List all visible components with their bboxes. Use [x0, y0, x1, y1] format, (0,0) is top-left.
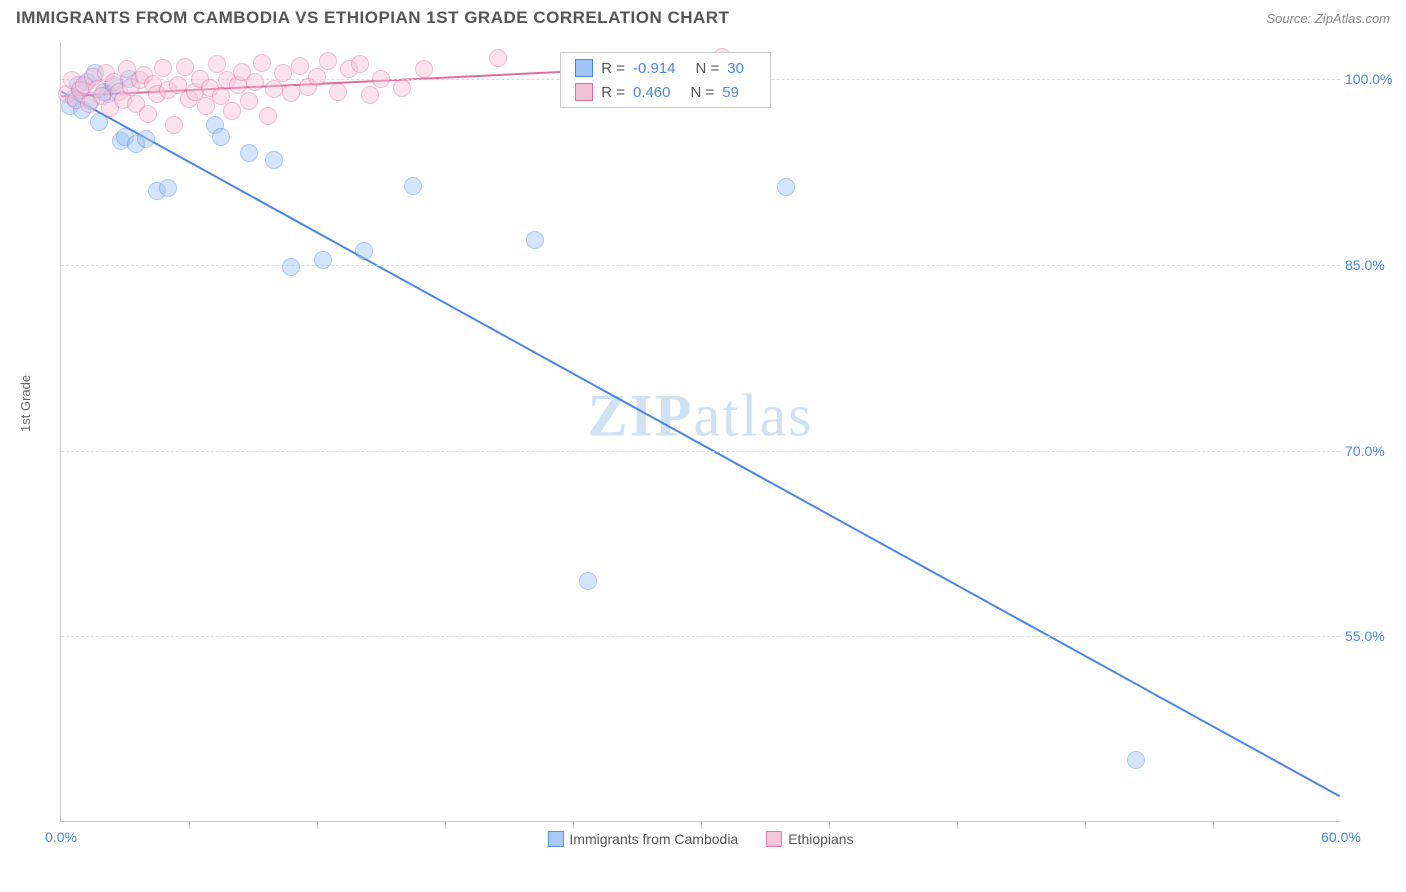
x-minor-tick [445, 821, 446, 829]
x-tick-label: 0.0% [45, 829, 77, 845]
legend-swatch-icon [547, 831, 563, 847]
scatter-marker [282, 84, 300, 102]
y-tick-label: 100.0% [1345, 71, 1400, 87]
stats-r-value: 0.460 [633, 84, 671, 101]
scatter-marker [393, 79, 411, 97]
scatter-marker [208, 55, 226, 73]
legend-swatch-icon [575, 83, 593, 101]
x-minor-tick [1213, 821, 1214, 829]
scatter-marker [240, 92, 258, 110]
y-axis-label: 1st Grade [18, 375, 33, 432]
x-minor-tick [957, 821, 958, 829]
y-gridline [61, 636, 1340, 637]
x-minor-tick [317, 821, 318, 829]
y-tick-label: 85.0% [1345, 257, 1400, 273]
x-minor-tick [1085, 821, 1086, 829]
y-tick-label: 70.0% [1345, 443, 1400, 459]
stats-r-label: R = [601, 60, 625, 77]
bottom-legend: Immigrants from Cambodia Ethiopians [547, 831, 853, 847]
y-gridline [61, 451, 1340, 452]
scatter-marker [404, 177, 422, 195]
scatter-marker [355, 242, 373, 260]
scatter-marker [489, 49, 507, 67]
scatter-marker [308, 68, 326, 86]
stats-box: R =-0.914N =30R =0.460N =59 [560, 52, 771, 108]
watermark: ZIPatlas [588, 381, 814, 450]
trend-line [61, 91, 1339, 796]
legend-swatch-icon [766, 831, 782, 847]
stats-row: R = 0.460 N = 59 [575, 83, 756, 101]
scatter-marker [139, 105, 157, 123]
scatter-marker [319, 52, 337, 70]
x-minor-tick [573, 821, 574, 829]
y-gridline [61, 265, 1340, 266]
x-minor-tick [189, 821, 190, 829]
legend-item: Immigrants from Cambodia [547, 831, 738, 847]
scatter-marker [90, 113, 108, 131]
scatter-marker [351, 55, 369, 73]
legend-label: Immigrants from Cambodia [569, 831, 738, 847]
scatter-marker [282, 258, 300, 276]
scatter-marker [777, 178, 795, 196]
scatter-marker [314, 251, 332, 269]
x-minor-tick [701, 821, 702, 829]
scatter-marker [253, 54, 271, 72]
scatter-marker [265, 151, 283, 169]
scatter-marker [291, 57, 309, 75]
scatter-marker [361, 86, 379, 104]
x-minor-tick [829, 821, 830, 829]
scatter-marker [212, 128, 230, 146]
scatter-marker [329, 83, 347, 101]
x-tick-label: 60.0% [1321, 829, 1361, 845]
chart-source: Source: ZipAtlas.com [1266, 11, 1390, 26]
scatter-marker [246, 73, 264, 91]
scatter-marker [526, 231, 544, 249]
scatter-marker [265, 80, 283, 98]
legend-swatch-icon [575, 59, 593, 77]
stats-n-value: 30 [727, 60, 744, 77]
stats-n-label: N = [691, 84, 715, 101]
legend-item: Ethiopians [766, 831, 853, 847]
stats-n-label: N = [696, 60, 720, 77]
scatter-marker [176, 58, 194, 76]
legend-label: Ethiopians [788, 831, 853, 847]
scatter-marker [372, 70, 390, 88]
plot-area: ZIPatlas Immigrants from CambodiaEthiopi… [60, 42, 1340, 822]
chart-header: IMMIGRANTS FROM CAMBODIA VS ETHIOPIAN 1S… [0, 0, 1406, 32]
stats-n-value: 59 [722, 84, 739, 101]
scatter-marker [1127, 751, 1145, 769]
stats-row: R = -0.914 N = 30 [575, 59, 756, 77]
scatter-marker [274, 64, 292, 82]
scatter-marker [137, 130, 155, 148]
scatter-marker [159, 179, 177, 197]
scatter-marker [259, 107, 277, 125]
stats-r-value: -0.914 [633, 60, 676, 77]
chart-container: 1st Grade ZIPatlas Immigrants from Cambo… [0, 32, 1406, 888]
scatter-marker [154, 59, 172, 77]
y-tick-label: 55.0% [1345, 628, 1400, 644]
chart-title: IMMIGRANTS FROM CAMBODIA VS ETHIOPIAN 1S… [16, 8, 729, 28]
scatter-marker [165, 116, 183, 134]
scatter-marker [579, 572, 597, 590]
stats-r-label: R = [601, 84, 625, 101]
scatter-marker [415, 60, 433, 78]
scatter-marker [223, 102, 241, 120]
scatter-marker [240, 144, 258, 162]
